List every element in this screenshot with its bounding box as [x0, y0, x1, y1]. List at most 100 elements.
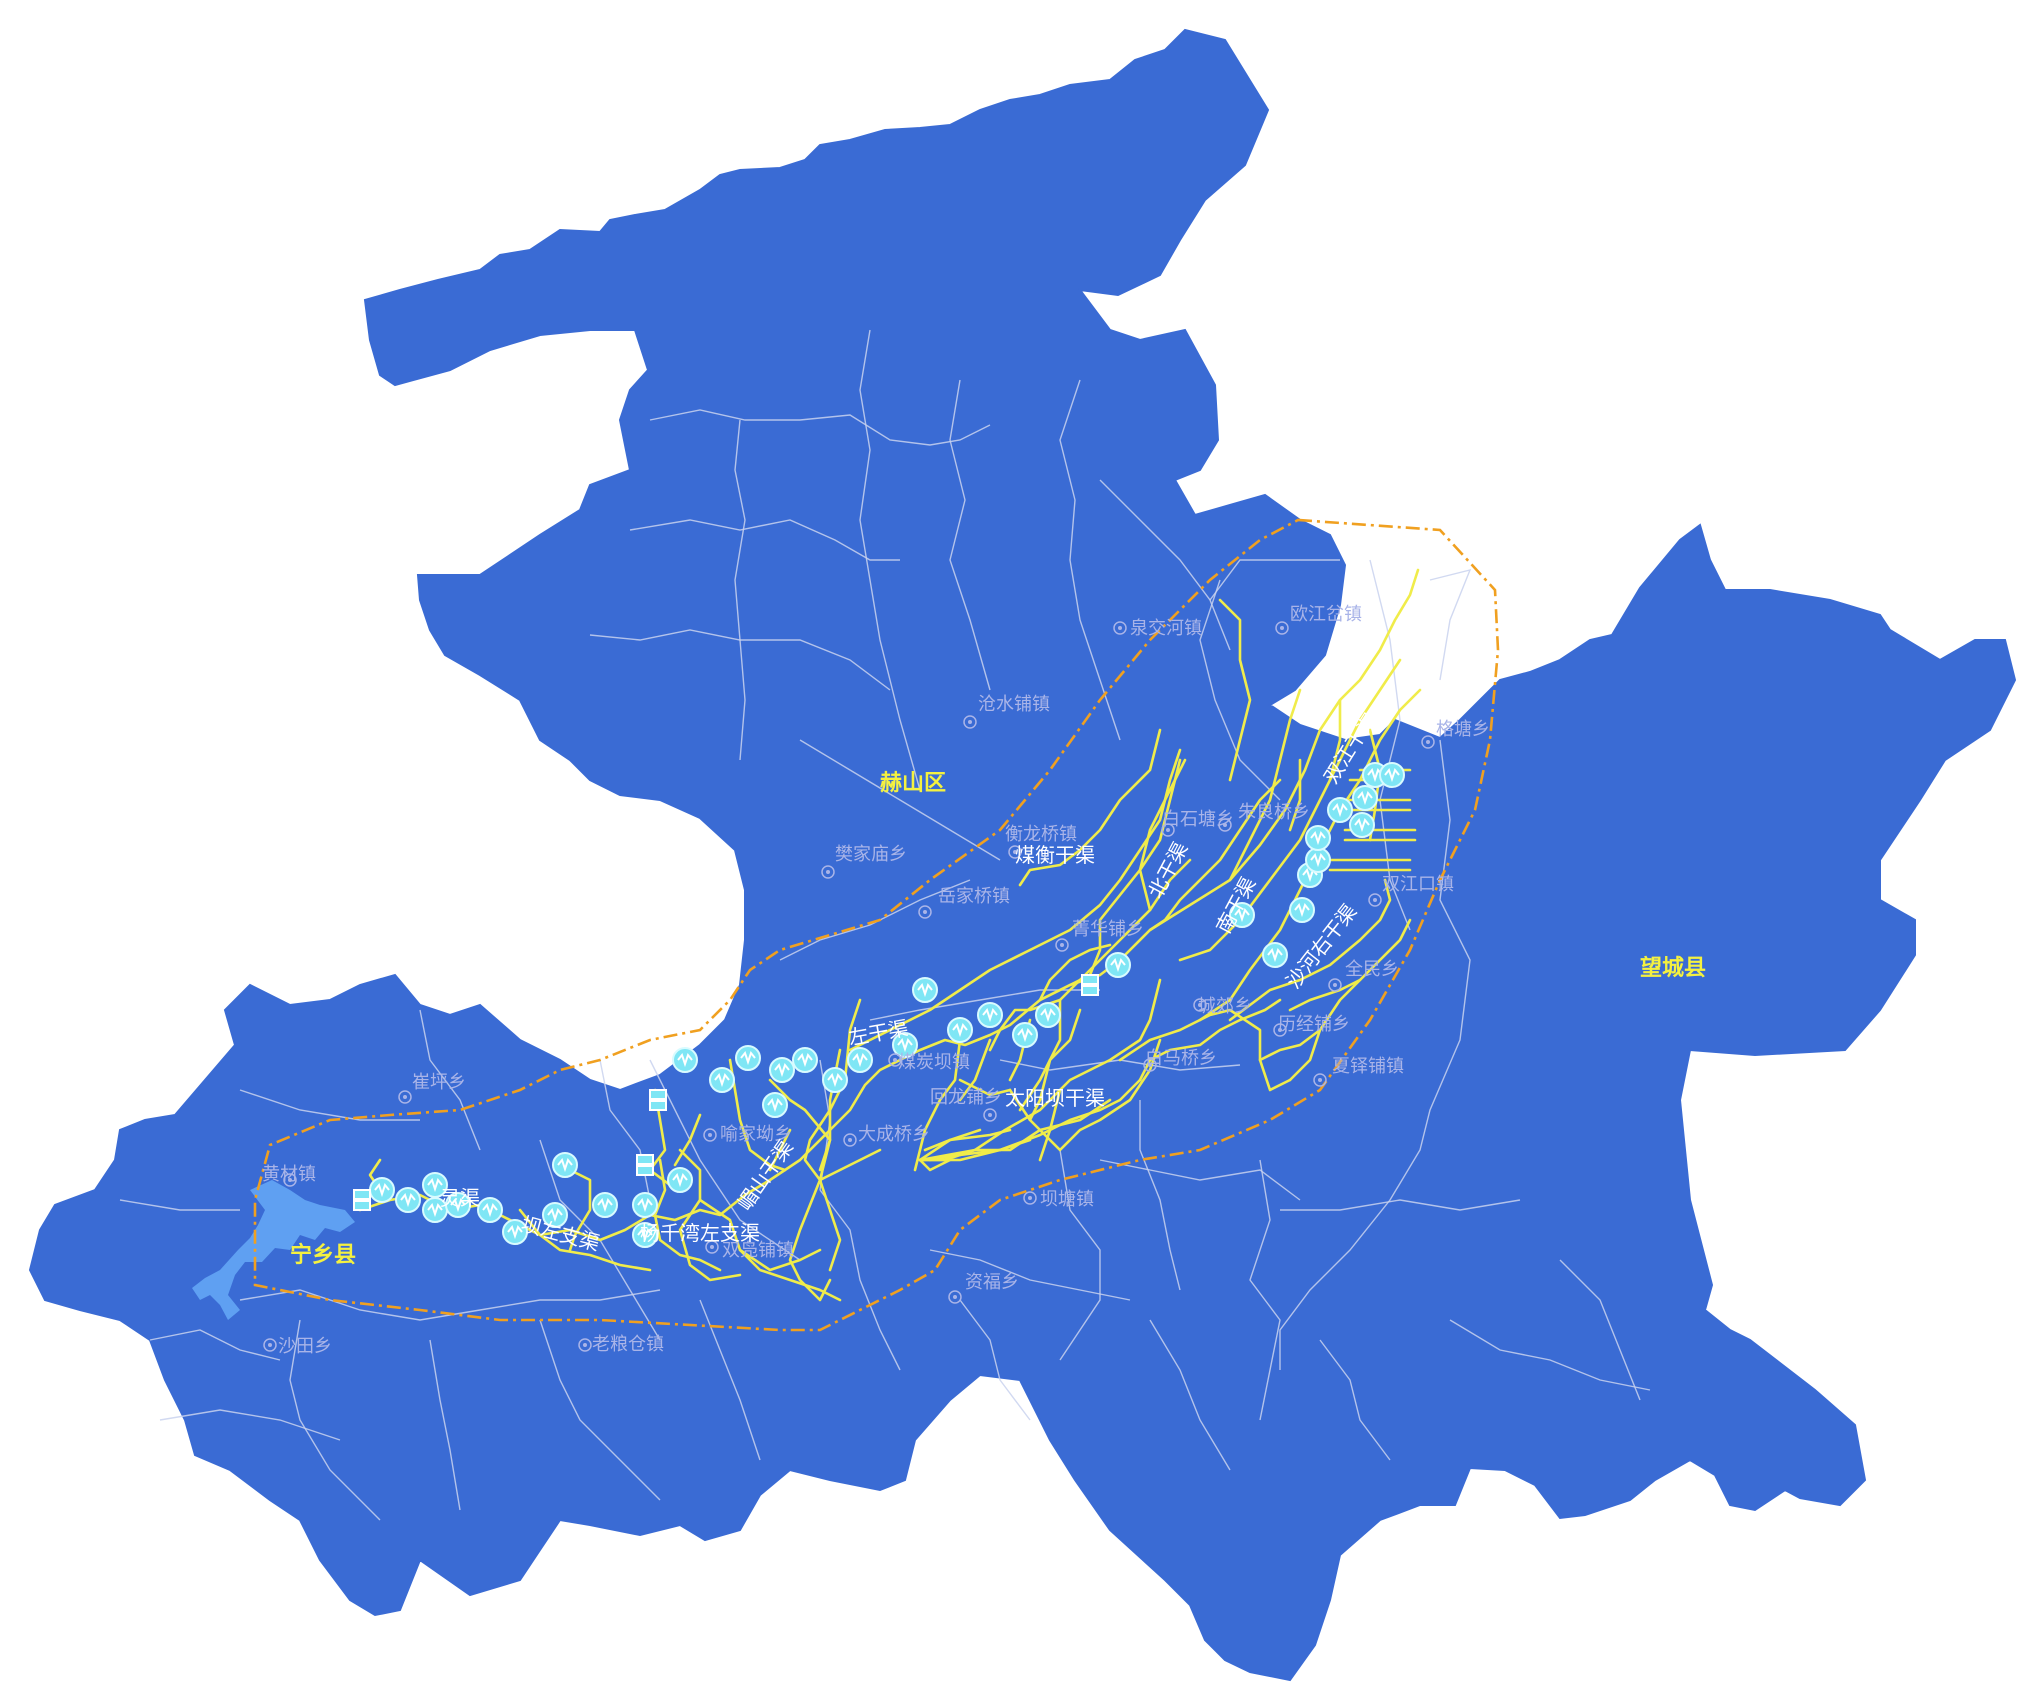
- monitoring-station-icon[interactable]: [632, 1222, 658, 1248]
- monitoring-station-icon[interactable]: [892, 1032, 918, 1058]
- town-yujiaba[interactable]: 喻家坳乡: [703, 1124, 792, 1145]
- monitoring-station-icon[interactable]: [632, 1192, 658, 1218]
- monitoring-station-icon[interactable]: [1012, 1022, 1038, 1048]
- monitoring-station-icon[interactable]: [395, 1187, 421, 1213]
- town-batang[interactable]: 坝塘镇: [1023, 1189, 1094, 1210]
- sluice-gate-icon[interactable]: [353, 1189, 371, 1211]
- monitoring-station-icon[interactable]: [1352, 785, 1378, 811]
- svg-text:朱良桥乡: 朱良桥乡: [1238, 802, 1310, 823]
- town-henglongqiao[interactable]: 衡龙桥镇: [1005, 824, 1077, 859]
- town-meijiatang[interactable]: 煤炭坝镇: [888, 1052, 970, 1073]
- county-label-wangcheng: 望城县: [1640, 955, 1706, 981]
- canal-label: 杨千湾左支渠: [640, 1221, 760, 1245]
- town-jinghuapu[interactable]: 菁华铺乡: [1055, 919, 1144, 952]
- town-cangshuipu[interactable]: 沧水铺镇: [963, 694, 1050, 729]
- svg-text:坝塘镇: 坝塘镇: [1040, 1189, 1094, 1210]
- town-getang[interactable]: 格塘乡: [1421, 719, 1490, 749]
- town-baimaqiao[interactable]: 白马桥乡: [1143, 1048, 1217, 1072]
- monitoring-station-icon[interactable]: [1327, 797, 1353, 823]
- town-laoliangcang[interactable]: 老粮仓镇: [578, 1334, 664, 1355]
- svg-text:白石塘乡: 白石塘乡: [1162, 809, 1234, 830]
- canal-label: 灵渠: [440, 1186, 480, 1210]
- svg-text:大成桥乡: 大成桥乡: [858, 1124, 930, 1145]
- svg-text:欧江岔镇: 欧江岔镇: [1290, 604, 1362, 625]
- monitoring-station-icon[interactable]: [912, 977, 938, 1003]
- monitoring-station-icon[interactable]: [422, 1172, 448, 1198]
- town-baishixiang[interactable]: 白石塘乡: [1161, 809, 1234, 837]
- monitoring-station-icon[interactable]: [592, 1192, 618, 1218]
- svg-text:全民乡: 全民乡: [1345, 959, 1399, 980]
- reservoir: [192, 1180, 355, 1320]
- monitoring-station-icon[interactable]: [1105, 952, 1131, 978]
- sluice-gate-icon[interactable]: [636, 1154, 654, 1176]
- svg-text:岳家桥镇: 岳家桥镇: [938, 886, 1010, 907]
- monitoring-station-icon[interactable]: [1305, 847, 1331, 873]
- township-boundaries: [119, 329, 1651, 1521]
- town-quanmin[interactable]: 全民乡: [1328, 959, 1399, 992]
- town-oujiangcha[interactable]: 欧江岔镇: [1275, 604, 1362, 635]
- monitoring-station-icon[interactable]: [822, 1067, 848, 1093]
- svg-text:沙田乡: 沙田乡: [278, 1336, 332, 1357]
- monitoring-station-icon[interactable]: [667, 1167, 693, 1193]
- county-label-ningxiang: 宁乡县: [290, 1242, 356, 1268]
- svg-text:格塘乡: 格塘乡: [1436, 719, 1490, 740]
- sluice-gate-icon[interactable]: [649, 1089, 667, 1111]
- monitoring-station-icon[interactable]: [445, 1192, 471, 1218]
- sluice-gates: [353, 974, 1099, 1211]
- monitoring-station-icon[interactable]: [762, 1092, 788, 1118]
- monitoring-station-icon[interactable]: [709, 1067, 735, 1093]
- town-yuejiaqiao[interactable]: 岳家桥镇: [918, 886, 1010, 919]
- monitoring-station-icon[interactable]: [769, 1057, 795, 1083]
- town-ziyun[interactable]: 资福乡: [948, 1272, 1019, 1304]
- county-label-heshan: 赫山区: [880, 771, 946, 796]
- town-xiaduopu[interactable]: 夏铎铺镇: [1313, 1056, 1404, 1087]
- town-markers: 泉交河镇 欧江岔镇 沧水铺镇 格塘乡 白石塘乡 朱良桥乡 樊家庙乡 衡龙桥镇 岳…: [262, 604, 1490, 1357]
- monitoring-station-icon[interactable]: [672, 1047, 698, 1073]
- town-shuangfupu[interactable]: 双凫铺镇: [705, 1240, 794, 1261]
- monitoring-station-icon[interactable]: [369, 1177, 395, 1203]
- monitoring-station-icon[interactable]: [1229, 902, 1255, 928]
- monitoring-station-icon[interactable]: [947, 1017, 973, 1043]
- monitoring-stations: [369, 762, 1405, 1248]
- monitoring-station-icon[interactable]: [977, 1002, 1003, 1028]
- svg-text:双江口镇: 双江口镇: [1382, 874, 1454, 895]
- monitoring-station-icon[interactable]: [552, 1152, 578, 1178]
- town-fanjiamiao[interactable]: 樊家庙乡: [821, 844, 907, 879]
- irrigation-zone-outline: [253, 518, 1500, 1332]
- region-landmass: [28, 28, 2017, 1682]
- town-cuiping[interactable]: 崔坪乡: [398, 1072, 466, 1104]
- town-quanjiaohe[interactable]: 泉交河镇: [1113, 618, 1202, 639]
- svg-text:双凫铺镇: 双凫铺镇: [722, 1240, 794, 1261]
- town-dachengqiao[interactable]: 大成桥乡: [843, 1124, 930, 1147]
- svg-text:回龙铺乡: 回龙铺乡: [930, 1087, 1002, 1108]
- town-chengjiao[interactable]: 城郊乡: [1193, 996, 1252, 1017]
- town-liyimei[interactable]: 历经铺乡: [1273, 1014, 1350, 1037]
- town-shatian[interactable]: 沙田乡: [263, 1336, 332, 1357]
- monitoring-station-icon[interactable]: [735, 1045, 761, 1071]
- monitoring-station-icon[interactable]: [542, 1202, 568, 1228]
- svg-text:泉交河镇: 泉交河镇: [1130, 618, 1202, 639]
- monitoring-station-icon[interactable]: [1305, 825, 1331, 851]
- town-zhuliangqiao[interactable]: 朱良桥乡: [1218, 802, 1310, 832]
- svg-text:沧水铺镇: 沧水铺镇: [978, 694, 1050, 715]
- monitoring-station-icon[interactable]: [1289, 897, 1315, 923]
- town-huangcai[interactable]: 黄材镇: [262, 1164, 316, 1187]
- monitoring-station-icon[interactable]: [847, 1047, 873, 1073]
- monitoring-station-icon[interactable]: [502, 1219, 528, 1245]
- monitoring-station-icon[interactable]: [1349, 812, 1375, 838]
- monitoring-station-icon[interactable]: [1379, 762, 1405, 788]
- town-huilongpu[interactable]: 回龙铺乡: [930, 1087, 1002, 1122]
- svg-text:菁华铺乡: 菁华铺乡: [1072, 919, 1144, 940]
- sluice-gate-icon[interactable]: [1081, 974, 1099, 996]
- monitoring-station-icon[interactable]: [1262, 942, 1288, 968]
- svg-text:喻家坳乡: 喻家坳乡: [720, 1124, 792, 1145]
- county-labels: 赫山区 望城县 宁乡县: [290, 771, 1706, 1268]
- canal-label: 煤衡干渠: [1015, 843, 1095, 867]
- svg-text:衡龙桥镇: 衡龙桥镇: [1005, 824, 1077, 845]
- monitoring-station-icon[interactable]: [792, 1047, 818, 1073]
- monitoring-station-icon[interactable]: [477, 1197, 503, 1223]
- monitoring-station-icon[interactable]: [1035, 1002, 1061, 1028]
- svg-text:崔坪乡: 崔坪乡: [412, 1072, 466, 1093]
- town-shuangjiangkou[interactable]: 双江口镇: [1368, 874, 1454, 907]
